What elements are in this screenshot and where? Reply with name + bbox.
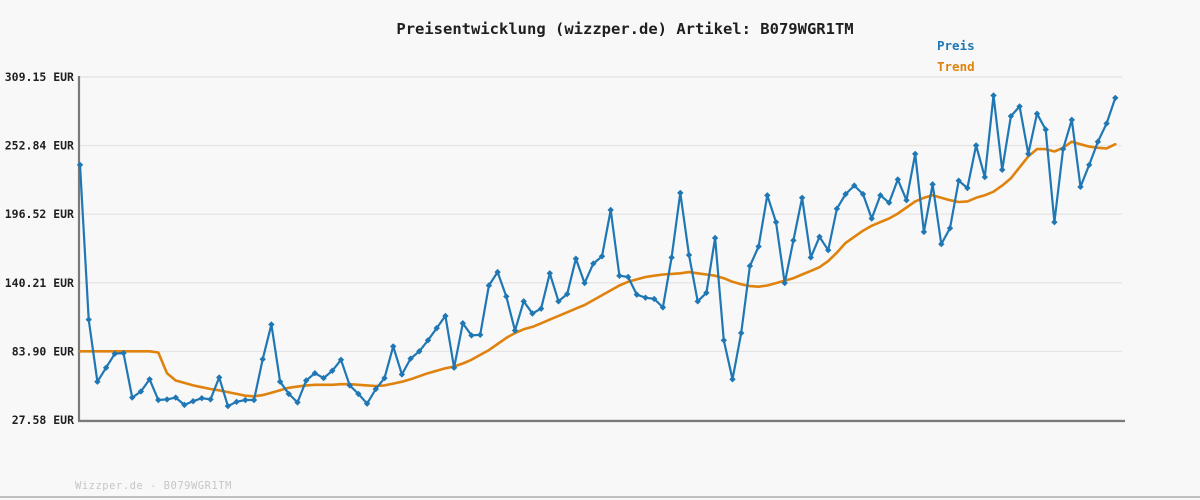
watermark-text: Wizzper.de - B079WGR1TM xyxy=(75,480,232,492)
y-tick-label: 252.84 EUR xyxy=(5,139,74,153)
y-tick-label: 27.58 EUR xyxy=(12,413,74,427)
y-tick-labels: 309.15 EUR 252.84 EUR 196.52 EUR 140.21 EUR… xyxy=(5,70,74,427)
y-tick-label: 309.15 EUR xyxy=(5,70,74,84)
price-marker-diamonds xyxy=(76,92,1119,410)
chart-title: Preisentwicklung (wizzper.de) Artikel: B… xyxy=(396,20,854,38)
price-line xyxy=(78,94,1117,408)
legend-item-trend: Trend xyxy=(937,59,975,74)
axis-spines xyxy=(77,76,1125,423)
price-markers xyxy=(76,92,1119,410)
y-tick-label: 140.21 EUR xyxy=(5,276,74,290)
y-tick-label: 83.90 EUR xyxy=(12,344,74,358)
bottom-divider xyxy=(0,496,1200,498)
legend-item-preis: Preis xyxy=(937,38,975,53)
gridlines xyxy=(79,76,1122,421)
trend-line xyxy=(78,140,1117,398)
y-tick-label: 196.52 EUR xyxy=(5,207,74,221)
